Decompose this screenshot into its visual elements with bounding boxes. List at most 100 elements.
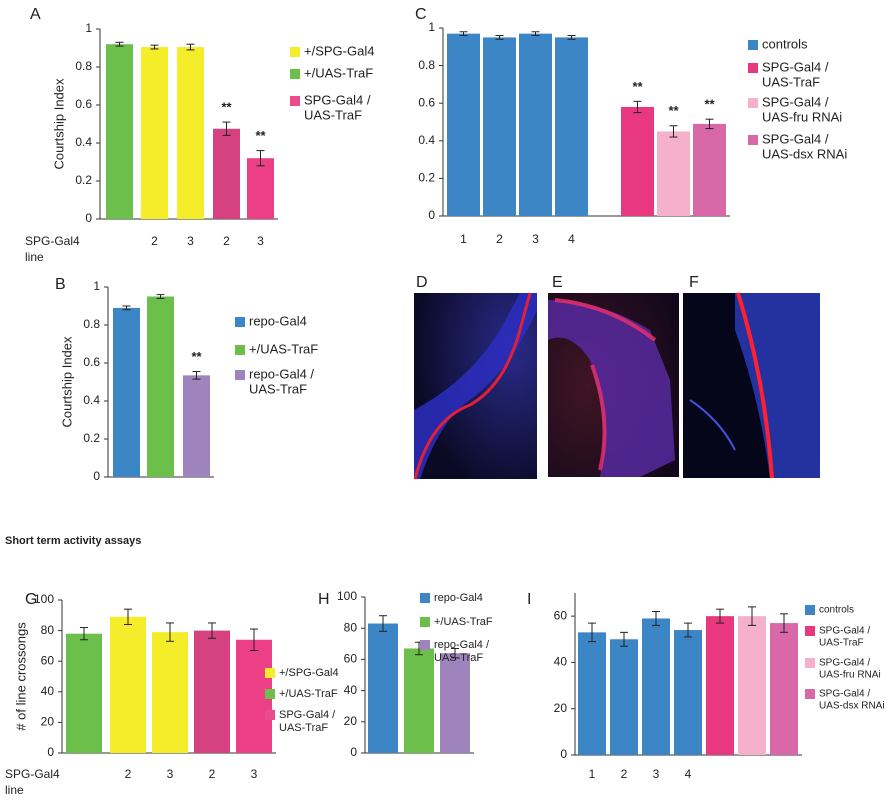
bar — [247, 158, 274, 219]
bar — [368, 623, 398, 753]
legend-label: SPG-Gal4 / — [819, 689, 870, 700]
legend-label: UAS-TraF — [249, 381, 307, 396]
legend-swatch — [290, 47, 300, 57]
x-tick-label: 3 — [653, 767, 660, 781]
legend-label: +/UAS-TraF — [279, 688, 338, 700]
y-tick-label: 40 — [41, 684, 55, 698]
legend-swatch — [290, 69, 300, 79]
bar — [66, 633, 102, 753]
y-tick-label: 0.8 — [75, 59, 92, 73]
significance-label: ** — [255, 128, 266, 143]
bar — [177, 47, 204, 219]
y-tick-label: 60 — [41, 653, 55, 667]
x-tick-label: 2 — [125, 767, 132, 781]
y-tick-label: 1 — [93, 279, 100, 293]
bar — [610, 639, 638, 755]
bar — [770, 623, 798, 755]
legend-label: SPG-Gal4 / — [279, 709, 336, 721]
bar — [674, 630, 702, 755]
x-tick-label: 2 — [621, 767, 628, 781]
legend-label: SPG-Gal4 / — [762, 131, 829, 146]
panel-letter: D — [416, 274, 428, 291]
x-tick-label: 3 — [187, 234, 194, 248]
bar — [152, 632, 188, 753]
y-tick-label: 1 — [85, 21, 92, 35]
panel-letter: E — [552, 274, 563, 291]
x-axis-label: line — [5, 783, 24, 797]
bar — [657, 131, 690, 216]
panel-letter: C — [415, 6, 427, 23]
bar — [642, 618, 670, 755]
y-tick-label: 20 — [41, 715, 55, 729]
legend-swatch — [805, 626, 815, 636]
legend-label: UAS-TraF — [434, 652, 483, 664]
legend-swatch — [290, 96, 300, 106]
y-axis-label: Courtship Index — [59, 336, 74, 428]
legend-label: UAS-dsx RNAi — [762, 146, 847, 161]
legend-swatch — [265, 710, 275, 720]
legend-label: UAS-dsx RNAi — [819, 701, 885, 712]
legend-label: +/UAS-TraF — [434, 616, 493, 628]
legend-swatch — [235, 317, 245, 327]
y-axis-label: # of line crossongs — [13, 622, 28, 731]
y-axis-label: Courtship Index — [51, 78, 66, 170]
legend-label: UAS-fru RNAi — [762, 109, 842, 124]
bar — [404, 648, 434, 753]
y-tick-label: 0 — [428, 208, 435, 222]
y-tick-label: 0 — [560, 747, 567, 761]
legend-swatch — [805, 689, 815, 699]
x-tick-label: 4 — [685, 767, 692, 781]
y-tick-label: 0 — [350, 745, 357, 759]
legend-label: UAS-TraF — [762, 74, 820, 89]
y-tick-label: 0.6 — [75, 97, 92, 111]
significance-label: ** — [221, 100, 232, 115]
y-tick-label: 0.8 — [83, 317, 100, 331]
bar — [447, 33, 480, 216]
x-tick-label: 2 — [223, 234, 230, 248]
legend-label: UAS-TraF — [279, 722, 328, 734]
legend-label: SPG-Gal4 / — [819, 626, 870, 637]
y-tick-label: 0.2 — [418, 171, 435, 185]
legend-label: SPG-Gal4 / — [819, 658, 870, 669]
legend-label: SPG-Gal4 / — [762, 59, 829, 74]
bar — [738, 616, 766, 755]
x-tick-label: 4 — [568, 232, 575, 246]
legend-swatch — [748, 63, 758, 73]
y-tick-label: 80 — [41, 623, 55, 637]
y-tick-label: 0 — [93, 469, 100, 483]
legend-label: repo-Gal4 / — [434, 639, 490, 651]
legend-label: +/UAS-TraF — [249, 341, 318, 356]
y-tick-label: 40 — [554, 655, 568, 669]
legend-label: controls — [819, 605, 854, 616]
bar — [194, 630, 230, 753]
legend-swatch — [748, 40, 758, 50]
x-tick-label: 2 — [209, 767, 216, 781]
significance-label: ** — [191, 349, 202, 364]
x-tick-label: 1 — [460, 232, 467, 246]
legend-swatch — [235, 345, 245, 355]
significance-label: ** — [668, 103, 679, 118]
x-axis-label: line — [25, 250, 44, 264]
y-tick-label: 60 — [344, 652, 358, 666]
bar — [141, 47, 168, 219]
x-tick-label: 3 — [257, 234, 264, 248]
panel-letter: B — [55, 276, 66, 293]
y-tick-label: 0.4 — [418, 133, 435, 147]
panel-letter: A — [30, 6, 41, 23]
y-tick-label: 0.4 — [83, 393, 100, 407]
legend-label: UAS-fru RNAi — [819, 670, 881, 681]
legend-swatch — [420, 593, 430, 603]
x-tick-label: 1 — [589, 767, 596, 781]
y-tick-label: 20 — [344, 714, 358, 728]
legend-swatch — [805, 605, 815, 615]
panel-letter: H — [318, 591, 330, 608]
legend-swatch — [265, 668, 275, 678]
y-tick-label: 0 — [47, 745, 54, 759]
bar — [483, 37, 516, 217]
micrograph-d — [413, 292, 537, 480]
y-tick-label: 0.6 — [418, 95, 435, 109]
y-tick-label: 60 — [554, 608, 568, 622]
panel-letter: G — [25, 591, 37, 608]
legend-swatch — [420, 617, 430, 627]
y-tick-label: 0 — [85, 211, 92, 225]
